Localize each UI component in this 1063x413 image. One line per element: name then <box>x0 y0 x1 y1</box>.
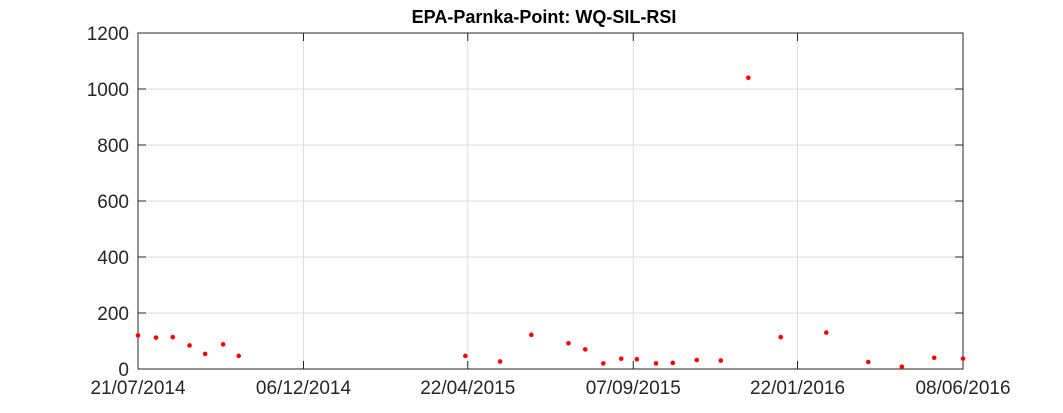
y-tick-label: 1200 <box>87 24 129 45</box>
x-axis: 21/07/2014 06/12/2014 22/04/2015 07/09/2015… <box>90 33 1011 399</box>
data-point <box>718 358 724 363</box>
data-point <box>960 356 966 361</box>
data-point <box>566 340 571 346</box>
data-point <box>865 359 871 365</box>
data-point <box>600 361 606 366</box>
x-tick-label: 21/07/2014 <box>90 378 186 399</box>
data-point <box>497 359 503 364</box>
data-point <box>153 335 159 340</box>
y-tick-label: 200 <box>97 304 129 325</box>
data-point <box>236 353 242 359</box>
data-point <box>670 360 676 366</box>
chart-title: EPA-Parnka-Point: WQ-SIL-RSI <box>412 7 677 27</box>
data-point <box>899 364 905 370</box>
y-tick-label: 800 <box>97 136 129 157</box>
x-tick-label: 22/01/2016 <box>750 378 845 399</box>
data-point <box>463 353 468 359</box>
grid <box>138 33 963 369</box>
y-tick-label: 1000 <box>87 80 129 101</box>
x-tick-label: 22/04/2015 <box>420 378 515 399</box>
data-point <box>694 357 700 363</box>
data-point <box>187 343 192 348</box>
y-tick-label: 600 <box>97 192 129 213</box>
data-point <box>220 342 226 347</box>
data-point <box>135 333 141 338</box>
data-point <box>618 356 624 361</box>
data-point <box>746 75 751 81</box>
data-point <box>778 334 784 340</box>
data-point <box>634 356 640 362</box>
data-point <box>202 351 208 357</box>
data-point <box>823 330 829 335</box>
data-point <box>582 347 588 352</box>
data-points <box>135 75 966 370</box>
y-tick-label: 400 <box>97 248 129 269</box>
data-point <box>653 361 659 366</box>
y-axis: 0 200 400 600 800 1000 1200 <box>87 24 963 381</box>
x-tick-label: 07/09/2015 <box>586 378 681 399</box>
data-point <box>931 355 937 361</box>
data-point <box>529 332 534 338</box>
y-tick-label: 0 <box>118 360 129 381</box>
x-tick-label: 08/06/2016 <box>915 378 1010 399</box>
x-tick-label: 06/12/2014 <box>256 378 352 399</box>
data-point <box>170 334 176 340</box>
